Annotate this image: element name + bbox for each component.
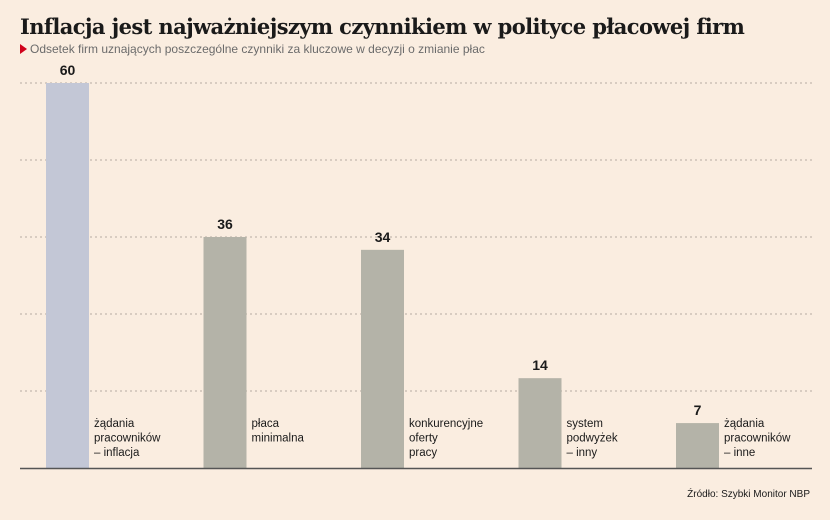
bar (203, 237, 247, 468)
bar (676, 423, 719, 468)
category-label: konkurencyjne oferty pracy (409, 418, 483, 459)
bar (361, 249, 404, 468)
value-label: 14 (532, 357, 548, 373)
red-triangle-icon (20, 44, 27, 54)
category-label: żądania pracowników – inne (724, 418, 791, 459)
bar (518, 378, 562, 468)
value-label: 7 (694, 402, 702, 418)
chart-title: Inflacja jest najważniejszym czynnikiem … (20, 14, 745, 39)
source-note: Źródło: Szybki Monitor NBP (687, 489, 810, 500)
value-label: 34 (375, 229, 391, 245)
chart-subtitle: Odsetek firm uznających poszczególne czy… (20, 42, 485, 56)
subtitle-text: Odsetek firm uznających poszczególne czy… (30, 42, 485, 56)
category-label: żądania pracowników – inflacja (94, 418, 161, 459)
category-label: płaca minimalna (252, 418, 305, 445)
value-label: 36 (217, 216, 233, 232)
bar (46, 83, 89, 468)
value-label: 60 (60, 62, 76, 78)
category-label: system podwyżek – inny (567, 418, 618, 459)
